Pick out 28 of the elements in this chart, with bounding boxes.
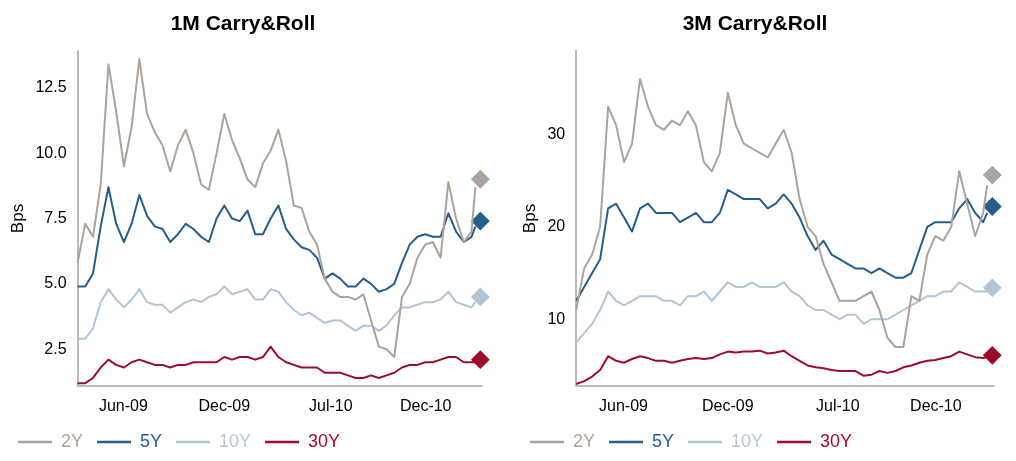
y-tick-label: 2.5: [44, 339, 67, 357]
legend-label: 5Y: [140, 430, 163, 451]
x-tick-label: Jun-09: [599, 396, 649, 414]
x-tick-label: Dec-10: [910, 396, 962, 414]
y-tick-label: 7.5: [44, 208, 67, 226]
y-tick-label: 10.0: [35, 143, 67, 161]
legend-label: 30Y: [308, 430, 341, 451]
y-tick-label: 5.0: [44, 274, 67, 292]
legend-label: 10Y: [731, 430, 764, 451]
chart-title: 3M Carry&Roll: [682, 11, 828, 35]
legend-label: 2Y: [573, 430, 596, 451]
chart-title: 1M Carry&Roll: [170, 11, 316, 35]
y-tick-label: 12.5: [35, 78, 67, 96]
x-tick-label: Jul-10: [816, 396, 860, 414]
x-tick-label: Jul-10: [309, 396, 353, 414]
legend-label: 10Y: [219, 430, 252, 451]
y-axis-title: Bps: [7, 203, 27, 234]
x-tick-label: Dec-10: [399, 396, 452, 414]
legend-label: 30Y: [820, 430, 853, 451]
y-tick-label: 30: [547, 124, 566, 142]
y-axis-title: Bps: [519, 203, 539, 234]
x-tick-label: Jun-09: [98, 396, 148, 414]
x-tick-label: Dec-09: [702, 396, 754, 414]
y-tick-label: 20: [547, 217, 566, 235]
y-tick-label: 10: [547, 309, 566, 327]
x-tick-label: Dec-09: [198, 396, 251, 414]
legend-label: 5Y: [652, 430, 675, 451]
legend-label: 2Y: [61, 430, 84, 451]
